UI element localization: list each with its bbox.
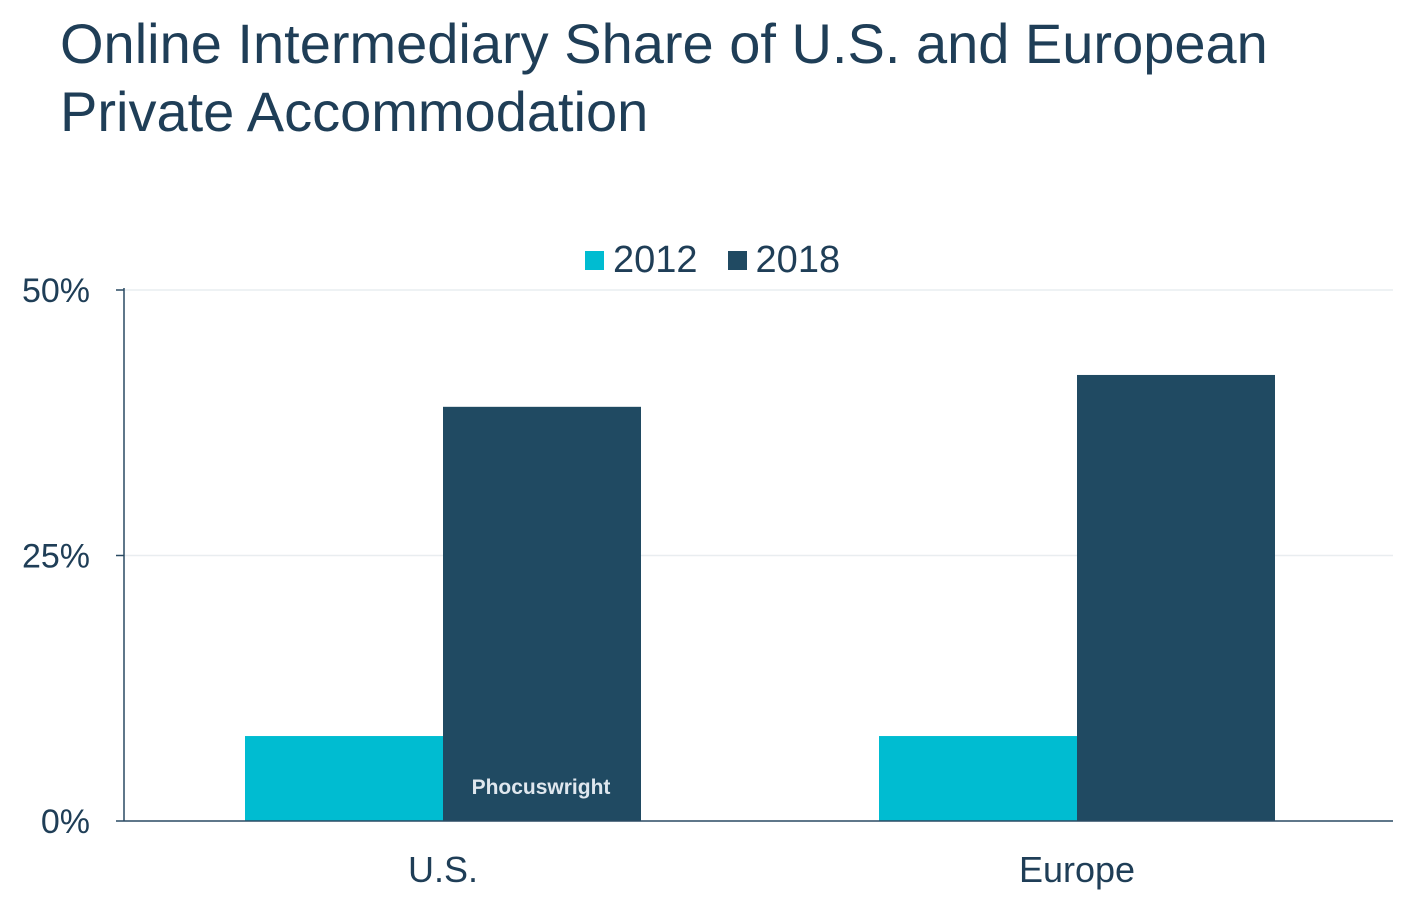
- chart-title: Online Intermediary Share of U.S. and Eu…: [60, 12, 1268, 143]
- legend-item-2018: 2018: [727, 238, 841, 282]
- legend-swatch-2012: [585, 250, 604, 270]
- x-category-label: Europe: [1019, 849, 1135, 890]
- bar-2018-europe: [1077, 374, 1275, 821]
- legend-swatch-2018: [727, 250, 747, 270]
- legend-label-2018: 2018: [755, 238, 841, 281]
- legend-label-2012: 2012: [613, 238, 698, 281]
- watermark-logo: Phocuswright: [471, 776, 611, 799]
- legend: 2012 2018: [585, 238, 870, 282]
- bar-2012-europe: [879, 736, 1077, 821]
- y-tick-label: 25%: [22, 538, 90, 576]
- x-category-label: U.S.: [408, 849, 478, 890]
- legend-item-2012: 2012: [585, 239, 698, 282]
- bar-2012-us: [245, 736, 443, 821]
- bar-2018-us: [443, 406, 641, 821]
- y-tick-label: 0%: [41, 803, 90, 841]
- y-tick-label: 50%: [22, 272, 90, 310]
